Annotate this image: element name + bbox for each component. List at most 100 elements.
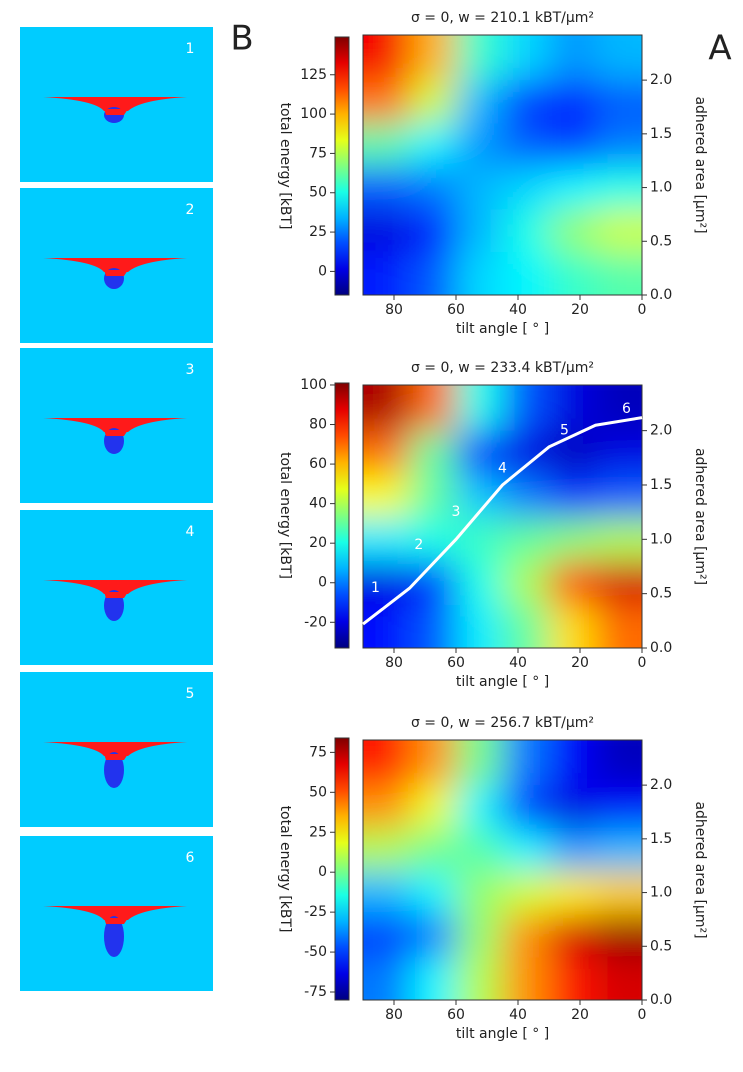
colorbar-label: total energy [kBT] [277, 452, 293, 579]
heat-cell [456, 604, 503, 648]
heat-cell [456, 430, 503, 475]
colorbar-tick-label: -20 [304, 614, 327, 630]
heat-cell [363, 914, 410, 958]
heat-cell [549, 474, 596, 518]
heat-cell [549, 517, 596, 562]
colorbar-tick-label: 25 [309, 224, 327, 240]
heat-cell [502, 252, 549, 295]
heat-cell [456, 123, 503, 167]
heat-cell [595, 740, 642, 786]
snapshot-label: 5 [186, 686, 195, 702]
heat-cell [456, 740, 503, 786]
heat-cell [363, 385, 410, 431]
membrane-neck [104, 430, 128, 436]
membrane-neck [104, 918, 128, 924]
colorbar-label: total energy [kBT] [277, 806, 293, 933]
y-axis-label: adhered area [μm²] [692, 96, 708, 233]
annotation: 6 [622, 401, 631, 417]
heat-cell [363, 785, 410, 829]
x-tick-label: 40 [509, 655, 527, 671]
y-tick-label: 0.5 [650, 233, 672, 249]
heat-cell [456, 828, 503, 872]
y-tick-label: 0.5 [650, 586, 672, 602]
heatmap [363, 740, 642, 1000]
plot-frame [362, 384, 643, 649]
heat-cell [595, 252, 642, 295]
bud [104, 916, 124, 957]
heat-cell [409, 914, 456, 958]
heat-cell [502, 561, 549, 605]
heat-cell [595, 517, 642, 562]
heat-cell [502, 914, 549, 958]
heat-cell [595, 914, 642, 958]
heat-cell [456, 871, 503, 915]
heat-cell [549, 957, 596, 1000]
heat-cell [502, 871, 549, 915]
heat-cell [502, 957, 549, 1000]
heat-cell [595, 604, 642, 648]
heat-cell [595, 474, 642, 518]
heat-cell [549, 209, 596, 253]
y-tick-label: 2.0 [650, 72, 672, 88]
x-axis-label: tilt angle [ ° ] [456, 321, 549, 337]
heat-cell [502, 80, 549, 124]
heat-cell [363, 561, 410, 605]
heat-cell [456, 252, 503, 295]
heat-cell [549, 35, 596, 81]
heat-cell [409, 604, 456, 648]
heat-cell [456, 914, 503, 958]
colorbar-tick-label: 0 [318, 575, 327, 591]
heat-cell [456, 957, 503, 1000]
x-tick-label: 0 [638, 1007, 647, 1023]
heat-cell [456, 561, 503, 605]
heat-cell [549, 385, 596, 431]
heat-cell [595, 785, 642, 829]
y-tick-label: 0.0 [650, 640, 672, 656]
y-tick-label: 0.0 [650, 287, 672, 303]
x-tick-label: 0 [638, 302, 647, 318]
heatmap [363, 385, 642, 648]
x-tick-label: 0 [638, 655, 647, 671]
heat-cell [456, 385, 503, 431]
x-axis-label: tilt angle [ ° ] [456, 1026, 549, 1042]
membrane-neck [104, 270, 128, 276]
heat-cell [549, 785, 596, 829]
x-axis-label: tilt angle [ ° ] [456, 674, 549, 690]
heat-cell [549, 740, 596, 786]
heat-cell [595, 561, 642, 605]
heat-cell [409, 828, 456, 872]
heat-cell [549, 871, 596, 915]
snapshot-label: 2 [186, 202, 195, 218]
heat-cell [549, 561, 596, 605]
heat-cell [363, 430, 410, 475]
colorbar-tick-label: 100 [300, 377, 327, 393]
heat-cell [549, 166, 596, 210]
annotation: 3 [452, 504, 461, 520]
heat-cell [502, 604, 549, 648]
colorbar-tick-label: 40 [309, 496, 327, 512]
colorbar-tick-label: 125 [300, 67, 327, 83]
colorbar-tick-label: -75 [304, 984, 327, 1000]
heat-cell [502, 474, 549, 518]
heatmap-cells [363, 740, 642, 1000]
colorbar-tick-label: -50 [304, 944, 327, 960]
heat-cell [409, 209, 456, 253]
heat-cell [549, 123, 596, 167]
heat-cell [409, 517, 456, 562]
heat-cell [363, 517, 410, 562]
colorbar [334, 737, 350, 1001]
heat-cell [409, 430, 456, 475]
heat-cell [595, 123, 642, 167]
colorbar-tick-label: 20 [309, 535, 327, 551]
heat-cell [502, 740, 549, 786]
heat-cell [409, 80, 456, 124]
heat-cell [409, 385, 456, 431]
x-tick-label: 80 [385, 302, 403, 318]
colorbar-tick-label: 75 [309, 145, 327, 161]
y-tick-label: 1.5 [650, 477, 672, 493]
heat-cell [409, 871, 456, 915]
heat-cell [549, 604, 596, 648]
plot-frame [362, 739, 643, 1001]
heat-cell [409, 166, 456, 210]
heat-cell [502, 209, 549, 253]
